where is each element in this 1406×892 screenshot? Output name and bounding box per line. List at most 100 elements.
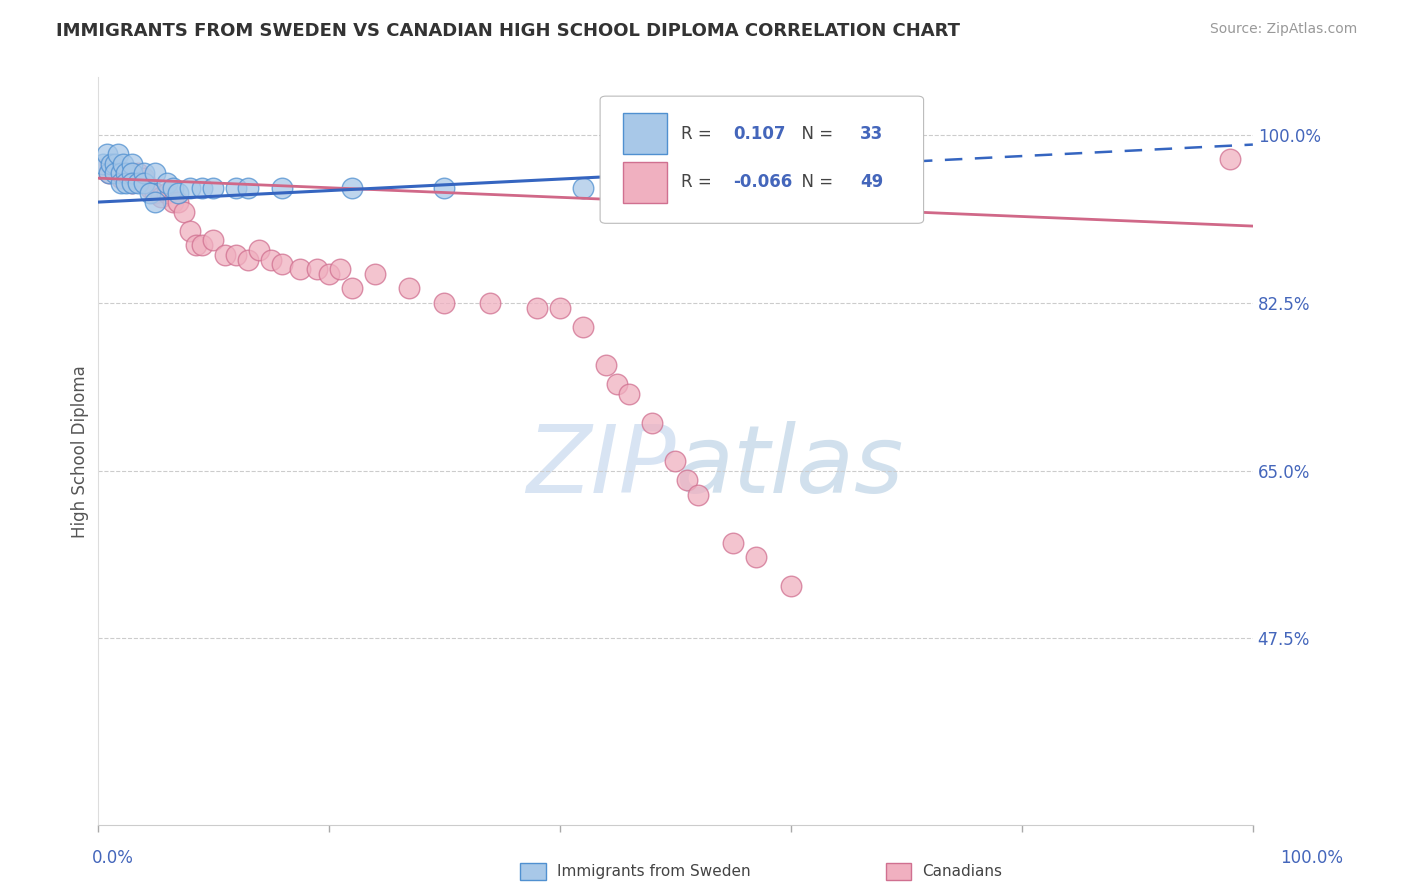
Point [271, 180, 294, 194]
Point [340, 281, 363, 295]
Point [107, 147, 129, 161]
Bar [623, 161, 666, 202]
Point [132, 166, 155, 180]
Point [179, 180, 201, 194]
Point [214, 248, 236, 262]
Text: IMMIGRANTS FROM SWEDEN VS CANADIAN HIGH SCHOOL DIPLOMA CORRELATION CHART: IMMIGRANTS FROM SWEDEN VS CANADIAN HIGH … [56, 22, 960, 40]
Point [104, 166, 127, 180]
Point [111, 157, 134, 171]
Point [571, 319, 593, 334]
Point [247, 243, 270, 257]
Point [127, 166, 149, 180]
Point [641, 416, 664, 430]
Point [236, 180, 259, 194]
Point [167, 186, 190, 200]
Point [288, 262, 311, 277]
Point [433, 295, 456, 310]
Point [93, 161, 115, 176]
Text: Source: ZipAtlas.com: Source: ZipAtlas.com [1209, 22, 1357, 37]
Text: -0.066: -0.066 [733, 173, 792, 191]
Point [225, 248, 247, 262]
Point [156, 186, 179, 200]
Text: 0.107: 0.107 [733, 125, 786, 143]
Point [100, 157, 122, 171]
Point [167, 195, 190, 210]
Point [236, 252, 259, 267]
Text: 49: 49 [860, 173, 883, 191]
Point [271, 257, 294, 271]
Point [93, 157, 115, 171]
Point [143, 166, 166, 180]
Text: N =: N = [790, 173, 838, 191]
Point [127, 176, 149, 190]
Text: ZIP: ZIP [526, 421, 675, 512]
Point [98, 166, 121, 180]
Point [202, 234, 225, 248]
Text: 33: 33 [860, 125, 883, 143]
Point [150, 190, 173, 204]
Point [121, 176, 143, 190]
Point [156, 176, 179, 190]
Point [110, 176, 132, 190]
Text: Canadians: Canadians [922, 864, 1002, 879]
Point [548, 301, 571, 315]
Point [1219, 152, 1241, 166]
FancyBboxPatch shape [600, 96, 924, 223]
Point [98, 166, 121, 180]
Y-axis label: High School Diploma: High School Diploma [72, 365, 89, 538]
Point [526, 301, 548, 315]
Point [184, 238, 207, 252]
Point [138, 180, 160, 194]
Point [162, 180, 184, 194]
Point [132, 171, 155, 186]
Point [571, 180, 593, 194]
Point [162, 195, 184, 210]
Point [115, 176, 138, 190]
Text: R =: R = [681, 125, 717, 143]
Point [121, 176, 143, 190]
Point [121, 166, 143, 180]
Point [132, 176, 155, 190]
Point [595, 358, 617, 372]
Text: 100.0%: 100.0% [1279, 849, 1343, 867]
Point [617, 387, 640, 401]
Point [96, 147, 118, 161]
Text: atlas: atlas [675, 421, 904, 512]
Point [121, 157, 143, 171]
Text: 0.0%: 0.0% [91, 849, 134, 867]
Point [745, 549, 768, 564]
Point [318, 267, 340, 281]
Point [179, 224, 201, 238]
Point [688, 487, 710, 501]
Point [479, 295, 502, 310]
Point [225, 180, 247, 194]
Point [307, 262, 329, 277]
Point [721, 535, 744, 549]
Point [115, 166, 138, 180]
Point [340, 180, 363, 194]
Point [110, 171, 132, 186]
Point [173, 204, 195, 219]
Point [143, 195, 166, 210]
Text: R =: R = [681, 173, 717, 191]
Text: N =: N = [790, 125, 838, 143]
Point [398, 281, 420, 295]
Bar [623, 113, 666, 154]
Point [190, 180, 212, 194]
Point [202, 180, 225, 194]
Point [115, 166, 138, 180]
Point [104, 157, 127, 171]
Text: Immigrants from Sweden: Immigrants from Sweden [557, 864, 751, 879]
Point [606, 377, 628, 392]
Point [138, 186, 160, 200]
Point [779, 579, 801, 593]
Point [121, 166, 143, 180]
Point [675, 473, 697, 487]
Point [190, 238, 212, 252]
Point [143, 186, 166, 200]
Point [260, 252, 283, 267]
Point [664, 454, 686, 468]
Point [329, 262, 352, 277]
Point [364, 267, 387, 281]
Point [433, 180, 456, 194]
